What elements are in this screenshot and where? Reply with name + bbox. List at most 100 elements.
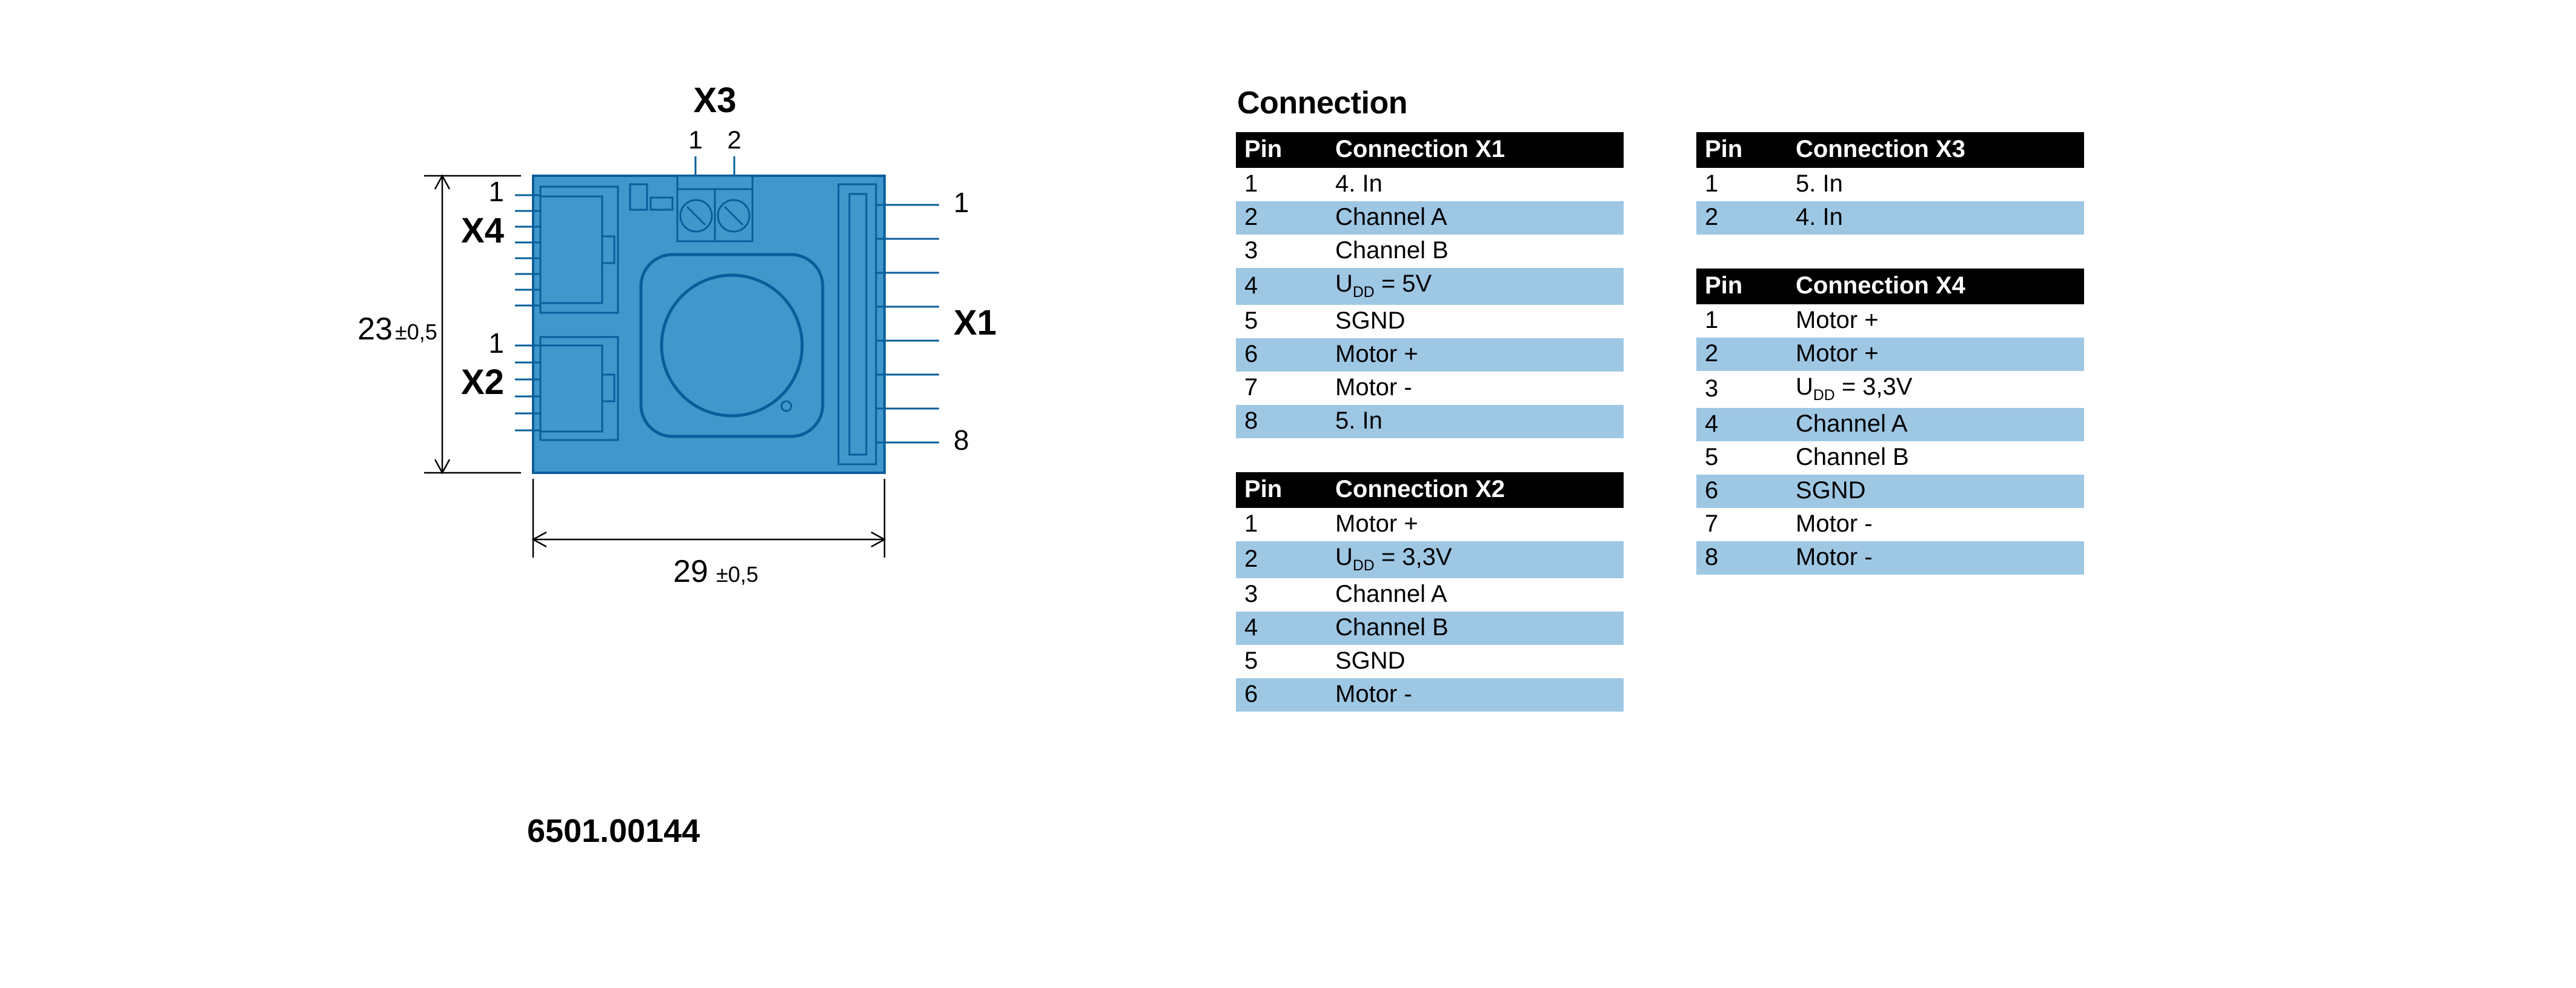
table-cell: Motor - bbox=[1787, 508, 2084, 541]
label-x2: X2 bbox=[461, 362, 504, 402]
connection-columns: PinConnection X114. In2Channel A3Channel… bbox=[1236, 132, 2503, 712]
table-row: 4Channel B bbox=[1236, 612, 1624, 645]
table-row: 85. In bbox=[1236, 405, 1624, 438]
table-cell: 5 bbox=[1696, 441, 1787, 475]
table-cell: 4 bbox=[1236, 268, 1327, 305]
table-cell: Channel B bbox=[1327, 235, 1624, 268]
table-row: 4Channel A bbox=[1696, 408, 2084, 441]
table-cell: SGND bbox=[1327, 645, 1624, 678]
datasheet-page: 23 ±0,5 29 ±0,5 bbox=[0, 0, 2576, 988]
table-row: 7Motor - bbox=[1696, 508, 2084, 541]
table-cell: 3 bbox=[1696, 371, 1787, 408]
table-x2: PinConnection X21Motor +2UDD = 3,3V3Chan… bbox=[1236, 472, 1624, 712]
table-cell: 4 bbox=[1696, 408, 1787, 441]
table-cell: Channel A bbox=[1787, 408, 2084, 441]
table-row: 5SGND bbox=[1236, 645, 1624, 678]
table-cell: 3 bbox=[1236, 235, 1327, 268]
table-cell: 1 bbox=[1236, 168, 1327, 201]
pcb-board bbox=[515, 156, 939, 473]
table-cell: Channel B bbox=[1327, 612, 1624, 645]
table-row: 15. In bbox=[1696, 168, 2084, 201]
table-row: 14. In bbox=[1236, 168, 1624, 201]
table-row: 3UDD = 3,3V bbox=[1696, 371, 2084, 408]
table-row: 2UDD = 3,3V bbox=[1236, 541, 1624, 578]
table-x3: PinConnection X315. In24. In bbox=[1696, 132, 2084, 235]
table-cell: 5 bbox=[1236, 305, 1327, 338]
table-x1: PinConnection X114. In2Channel A3Channel… bbox=[1236, 132, 1624, 438]
conn-x2 bbox=[515, 337, 618, 440]
connection-col-2: PinConnection X315. In24. In PinConnecti… bbox=[1696, 132, 2084, 712]
dim-vertical-value: 23 bbox=[357, 312, 393, 347]
connection-col-1: PinConnection X114. In2Channel A3Channel… bbox=[1236, 132, 1624, 712]
table-row: 3Channel B bbox=[1236, 235, 1624, 268]
table-row: 4UDD = 5V bbox=[1236, 268, 1624, 305]
table-cell: 4. In bbox=[1787, 201, 2084, 235]
label-x3-pin1: 1 bbox=[688, 125, 702, 154]
table-cell: 1 bbox=[1696, 304, 1787, 338]
label-x4-pin1: 1 bbox=[488, 176, 504, 207]
conn-x4 bbox=[515, 187, 618, 313]
table-header: Pin bbox=[1696, 269, 1787, 304]
table-row: 6SGND bbox=[1696, 475, 2084, 508]
table-cell: 6 bbox=[1236, 678, 1327, 712]
table-cell: 3 bbox=[1236, 578, 1327, 612]
table-header: Connection X4 bbox=[1787, 269, 2084, 304]
dim-horizontal-tol: ±0,5 bbox=[716, 562, 759, 587]
pcb-svg: 23 ±0,5 29 ±0,5 bbox=[303, 55, 1030, 691]
table-cell: 2 bbox=[1236, 201, 1327, 235]
label-x4: X4 bbox=[461, 211, 504, 250]
table-header: Pin bbox=[1696, 132, 1787, 168]
table-cell: Motor - bbox=[1327, 372, 1624, 405]
dim-vertical-tol: ±0,5 bbox=[395, 319, 437, 344]
table-cell: 2 bbox=[1236, 541, 1327, 578]
table-cell: 7 bbox=[1236, 372, 1327, 405]
table-row: 5SGND bbox=[1236, 305, 1624, 338]
table-cell: 2 bbox=[1696, 201, 1787, 235]
table-cell: 5. In bbox=[1787, 168, 2084, 201]
table-x4: PinConnection X41Motor +2Motor +3UDD = 3… bbox=[1696, 269, 2084, 575]
table-header: Connection X2 bbox=[1327, 472, 1624, 508]
table-row: 6Motor - bbox=[1236, 678, 1624, 712]
table-cell: Channel A bbox=[1327, 201, 1624, 235]
table-cell: Motor + bbox=[1327, 338, 1624, 372]
table-header: Pin bbox=[1236, 132, 1327, 168]
table-row: 3Channel A bbox=[1236, 578, 1624, 612]
table-cell: 5. In bbox=[1327, 405, 1624, 438]
connection-panel: Connection PinConnection X114. In2Channe… bbox=[1236, 42, 2503, 712]
table-cell: 4. In bbox=[1327, 168, 1624, 201]
dim-horizontal bbox=[533, 479, 885, 558]
table-cell: Channel A bbox=[1327, 578, 1624, 612]
table-row: 5Channel B bbox=[1696, 441, 2084, 475]
table-cell: UDD = 5V bbox=[1327, 268, 1624, 305]
table-header: Connection X1 bbox=[1327, 132, 1624, 168]
part-number: 6501.00144 bbox=[527, 812, 700, 850]
table-cell: 5 bbox=[1236, 645, 1327, 678]
table-row: 2Motor + bbox=[1696, 338, 2084, 371]
table-cell: 4 bbox=[1236, 612, 1327, 645]
table-cell: Motor - bbox=[1787, 541, 2084, 575]
table-cell: 1 bbox=[1696, 168, 1787, 201]
table-cell: Motor + bbox=[1787, 338, 2084, 371]
table-row: 8Motor - bbox=[1696, 541, 2084, 575]
conn-x1 bbox=[838, 184, 939, 464]
table-row: 6Motor + bbox=[1236, 338, 1624, 372]
drawing-panel: 23 ±0,5 29 ±0,5 bbox=[73, 42, 1236, 891]
table-cell: 6 bbox=[1236, 338, 1327, 372]
label-x1-pin-bottom: 8 bbox=[954, 424, 969, 456]
connection-title: Connection bbox=[1237, 85, 2503, 121]
table-row: 1Motor + bbox=[1696, 304, 2084, 338]
table-row: 2Channel A bbox=[1236, 201, 1624, 235]
table-cell: UDD = 3,3V bbox=[1327, 541, 1624, 578]
table-cell: UDD = 3,3V bbox=[1787, 371, 2084, 408]
table-cell: Channel B bbox=[1787, 441, 2084, 475]
table-cell: 8 bbox=[1236, 405, 1327, 438]
table-cell: Motor + bbox=[1787, 304, 2084, 338]
table-header: Pin bbox=[1236, 472, 1327, 508]
label-x3: X3 bbox=[694, 81, 737, 120]
table-cell: Motor + bbox=[1327, 508, 1624, 541]
table-cell: 1 bbox=[1236, 508, 1327, 541]
table-header: Connection X3 bbox=[1787, 132, 2084, 168]
table-cell: SGND bbox=[1787, 475, 2084, 508]
table-row: 7Motor - bbox=[1236, 372, 1624, 405]
table-cell: 8 bbox=[1696, 541, 1787, 575]
